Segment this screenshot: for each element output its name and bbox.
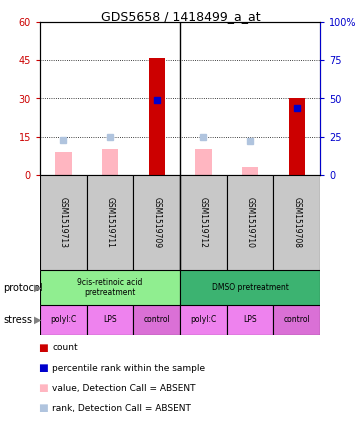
- Text: GSM1519712: GSM1519712: [199, 197, 208, 248]
- Text: 9cis-retinoic acid
pretreatment: 9cis-retinoic acid pretreatment: [77, 278, 143, 297]
- Bar: [180, 305, 227, 335]
- Text: GSM1519710: GSM1519710: [245, 197, 255, 248]
- Text: LPS: LPS: [243, 316, 257, 324]
- Text: ▶: ▶: [34, 315, 42, 325]
- Bar: [55, 152, 71, 175]
- Text: protocol: protocol: [4, 283, 43, 292]
- Text: stress: stress: [4, 315, 32, 325]
- Text: GDS5658 / 1418499_a_at: GDS5658 / 1418499_a_at: [101, 10, 260, 23]
- Text: ■: ■: [38, 343, 48, 353]
- Text: ■: ■: [38, 383, 48, 393]
- Text: rank, Detection Call = ABSENT: rank, Detection Call = ABSENT: [52, 404, 191, 412]
- Bar: [40, 175, 87, 270]
- Bar: [133, 305, 180, 335]
- Bar: [180, 175, 227, 270]
- Bar: [87, 305, 133, 335]
- Text: LPS: LPS: [103, 316, 117, 324]
- Text: GSM1519711: GSM1519711: [105, 197, 114, 248]
- Text: control: control: [143, 316, 170, 324]
- Bar: [242, 168, 258, 175]
- Bar: [273, 305, 320, 335]
- Bar: [40, 270, 180, 305]
- Text: ■: ■: [38, 363, 48, 373]
- Bar: [133, 175, 180, 270]
- Text: GSM1519709: GSM1519709: [152, 197, 161, 248]
- Text: percentile rank within the sample: percentile rank within the sample: [52, 363, 205, 373]
- Bar: [87, 175, 133, 270]
- Text: DMSO pretreatment: DMSO pretreatment: [212, 283, 288, 292]
- Text: count: count: [52, 343, 78, 352]
- Text: value, Detection Call = ABSENT: value, Detection Call = ABSENT: [52, 384, 196, 393]
- Bar: [102, 149, 118, 175]
- Text: ■: ■: [38, 403, 48, 413]
- Bar: [273, 175, 320, 270]
- Bar: [148, 58, 165, 175]
- Bar: [180, 270, 320, 305]
- Bar: [288, 99, 305, 175]
- Text: polyI:C: polyI:C: [190, 316, 217, 324]
- Bar: [227, 175, 273, 270]
- Text: GSM1519713: GSM1519713: [59, 197, 68, 248]
- Text: GSM1519708: GSM1519708: [292, 197, 301, 248]
- Bar: [40, 305, 87, 335]
- Text: control: control: [283, 316, 310, 324]
- Bar: [227, 305, 273, 335]
- Text: ▶: ▶: [34, 283, 42, 292]
- Text: polyI:C: polyI:C: [50, 316, 77, 324]
- Bar: [195, 149, 212, 175]
